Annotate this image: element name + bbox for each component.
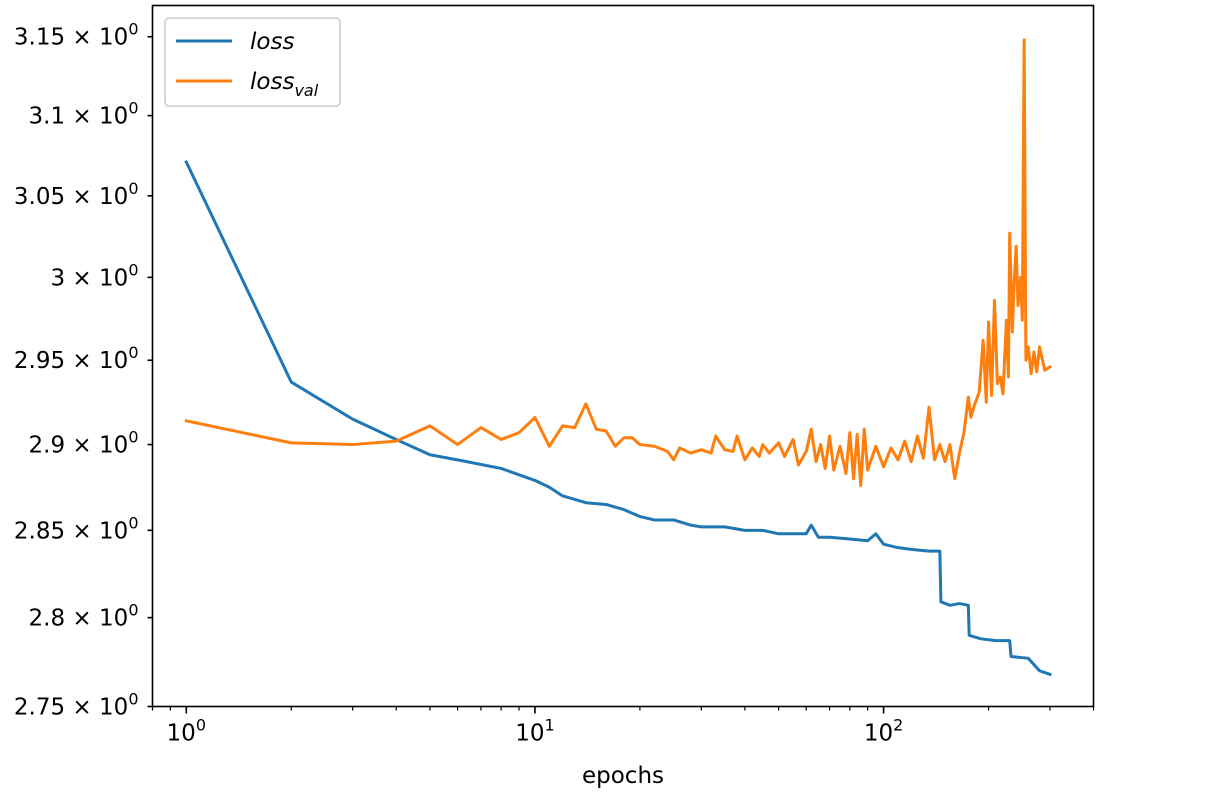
x-tick-base: 10 (515, 721, 544, 747)
series-layer (184, 38, 1053, 677)
x-tick-base: 10 (864, 721, 893, 747)
y-tick-exponent: 0 (128, 601, 138, 620)
y-tick-times: × (65, 433, 99, 459)
x-tick-label: 102 (864, 716, 903, 747)
y-tick-base: 10 (99, 695, 128, 721)
x-tick-label: 100 (167, 716, 206, 747)
y-tick-exponent: 0 (128, 428, 138, 447)
x-tick-exponent: 2 (893, 716, 903, 735)
y-tick-exponent: 0 (128, 343, 138, 362)
y-tick-mantissa: 3.1 (29, 104, 66, 130)
y-tick-exponent: 0 (128, 99, 138, 118)
y-tick-label: 3.1 × 100 (29, 99, 139, 130)
y-tick-times: × (65, 348, 99, 374)
legend-label-name: loss (250, 69, 294, 95)
y-tick-mantissa: 3.05 (14, 184, 65, 210)
y-tick-times: × (65, 25, 99, 51)
y-tick-exponent: 0 (128, 179, 138, 198)
x-axis-label: epochs (582, 763, 664, 789)
y-tick-base: 10 (99, 184, 128, 210)
y-tick-base: 10 (99, 104, 128, 130)
y-tick-label: 2.9 × 100 (29, 428, 139, 459)
x-tick-base: 10 (167, 721, 196, 747)
y-tick-exponent: 0 (128, 513, 138, 532)
y-tick-exponent: 0 (128, 260, 138, 279)
y-tick-mantissa: 2.75 (14, 695, 65, 721)
y-tick-times: × (65, 184, 99, 210)
y-tick-mantissa: 2.8 (29, 606, 66, 632)
x-tick-exponent: 1 (544, 716, 554, 735)
y-tick-times: × (65, 265, 99, 291)
y-tick-times: × (65, 695, 99, 721)
legend-label-name: loss (250, 29, 294, 55)
y-tick-mantissa: 2.85 (14, 518, 65, 544)
y-tick-base: 10 (99, 606, 128, 632)
series-line-loss (184, 159, 1052, 677)
series-line-loss-val (184, 38, 1053, 488)
y-tick-base: 10 (99, 348, 128, 374)
y-tick-label: 3.05 × 100 (14, 179, 139, 210)
plot-frame (151, 4, 1095, 708)
legend-label-subscript: val (294, 81, 318, 100)
y-tick-label: 3 × 100 (50, 260, 138, 291)
y-tick-base: 10 (99, 25, 128, 51)
y-tick-label: 2.85 × 100 (14, 513, 139, 544)
x-tick-label: 101 (515, 716, 554, 747)
y-tick-mantissa: 3 (50, 265, 65, 291)
y-tick-exponent: 0 (128, 20, 138, 39)
y-tick-times: × (65, 518, 99, 544)
x-tick-exponent: 0 (196, 716, 206, 735)
y-tick-times: × (65, 606, 99, 632)
y-tick-label: 2.75 × 100 (14, 690, 139, 721)
legend-label-1: loss (250, 29, 294, 55)
y-tick-label: 2.95 × 100 (14, 343, 139, 374)
y-tick-mantissa: 2.95 (14, 348, 65, 374)
y-tick-exponent: 0 (128, 690, 138, 709)
y-tick-base: 10 (99, 433, 128, 459)
y-tick-times: × (65, 104, 99, 130)
y-tick-mantissa: 3.15 (14, 25, 65, 51)
y-tick-label: 3.15 × 100 (14, 20, 139, 51)
y-tick-base: 10 (99, 265, 128, 291)
y-tick-label: 2.8 × 100 (29, 601, 139, 632)
y-tick-base: 10 (99, 518, 128, 544)
legend-label-2: lossval (250, 69, 319, 100)
y-tick-mantissa: 2.9 (29, 433, 66, 459)
